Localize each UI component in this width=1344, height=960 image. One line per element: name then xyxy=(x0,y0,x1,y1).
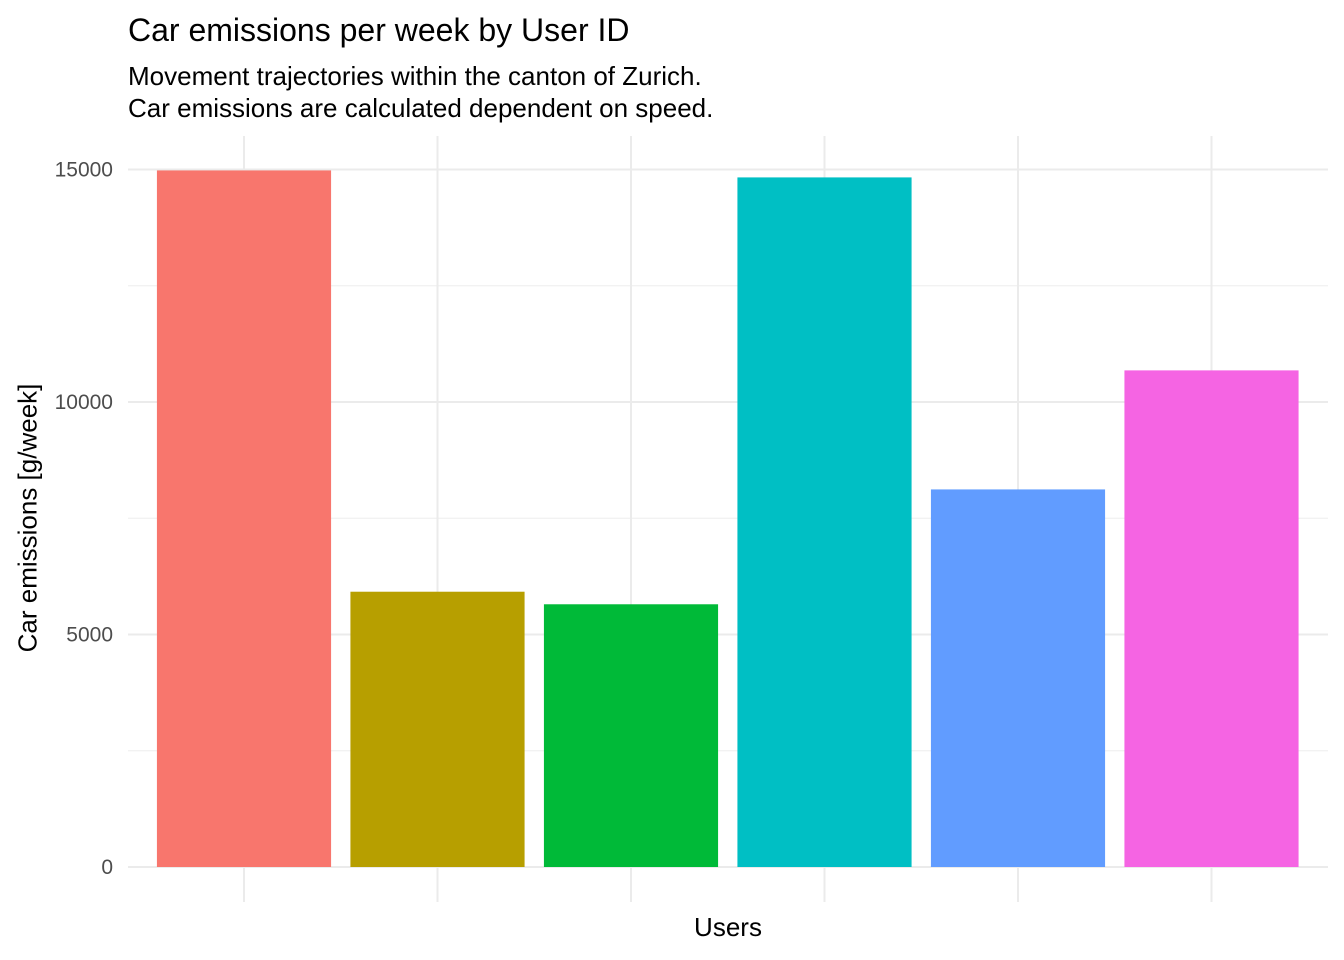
y-tick-labels: 0 5000 10000 15000 xyxy=(55,159,113,880)
subtitle-line-2: Car emissions are calculated dependent o… xyxy=(128,93,714,123)
bar xyxy=(930,489,1106,867)
bar xyxy=(1124,370,1299,867)
bar xyxy=(156,170,332,867)
chart-subtitle: Movement trajectories within the canton … xyxy=(128,60,713,124)
y-tick-label: 15000 xyxy=(55,159,113,182)
y-tick-label: 5000 xyxy=(66,624,113,647)
y-tick-label: 10000 xyxy=(55,391,113,414)
chart-title: Car emissions per week by User ID xyxy=(128,12,630,48)
x-axis-label: Users xyxy=(694,912,762,942)
bar xyxy=(737,177,912,867)
bar xyxy=(543,604,719,867)
y-tick-label: 0 xyxy=(101,856,113,879)
y-axis-label: Car emissions [g/week] xyxy=(12,383,43,653)
bars xyxy=(156,170,1299,867)
subtitle-line-1: Movement trajectories within the canton … xyxy=(128,61,702,91)
bar xyxy=(350,591,525,867)
